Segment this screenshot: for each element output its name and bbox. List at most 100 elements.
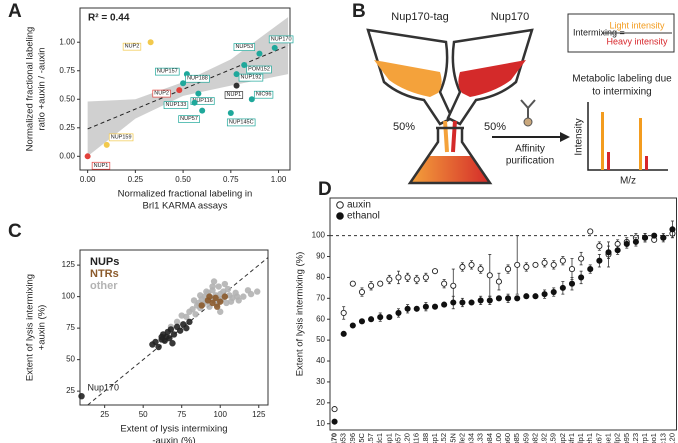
x-tick-label: 75: [177, 410, 186, 419]
liquid: [374, 60, 442, 97]
panel-label: A: [8, 1, 22, 22]
y-axis-label: Extent of lysis intermixing: [25, 274, 36, 381]
dot: [568, 266, 576, 273]
x-tick-label: Xpo1: [649, 433, 658, 443]
point: [217, 308, 224, 315]
point-label: NUP53: [235, 44, 253, 50]
y-tick-label: 0.25: [59, 123, 75, 132]
legend-entry: auxin: [347, 200, 371, 211]
label-box: [91, 161, 111, 170]
x-tick-label: Nsp1: [430, 433, 439, 443]
label-box: [268, 35, 294, 44]
dot: [358, 289, 366, 296]
label-box: [155, 67, 180, 76]
dot: [331, 418, 338, 425]
share-label: 50%: [393, 121, 415, 133]
dot: [505, 295, 512, 302]
y-axis-label: Normalized fractional labeling: [25, 27, 36, 152]
legend-entry: ethanol: [347, 211, 380, 222]
dot: [395, 309, 402, 317]
x-tick-label: 0.75: [223, 175, 239, 184]
point: [215, 283, 222, 290]
x-tick-label: 0.00: [80, 175, 96, 184]
flask-label: Nup170-tag: [391, 11, 449, 23]
dot: [505, 266, 512, 273]
label-box: [253, 90, 274, 99]
point: [224, 285, 232, 293]
dot: [641, 234, 649, 241]
y-tick-label: 50: [66, 355, 75, 364]
x-tick-label: 100: [214, 410, 228, 419]
x-tick-label: Nup57: [393, 433, 402, 443]
panel-b: B Nup170-tag Nup170 50% 50% Affinity pur…: [352, 1, 675, 187]
y-axis-label: ratio +auxin / -auxin: [37, 47, 48, 130]
x-axis-label: -auxin (%): [152, 436, 195, 443]
point-label: NUP157: [157, 69, 178, 75]
x-tick-label: 0.50: [175, 175, 191, 184]
dot: [532, 293, 539, 300]
dot: [377, 280, 384, 287]
arrow-head: [560, 132, 570, 142]
x-tick-label: Nup59: [521, 433, 530, 443]
dot: [541, 291, 548, 298]
x-tick-label: Kap120: [667, 433, 676, 443]
point: [233, 82, 240, 89]
y-tick-label: 0.75: [59, 66, 75, 75]
point: [241, 62, 248, 69]
point: [256, 50, 263, 57]
x-tick-label: Kap123: [631, 433, 640, 443]
y-tick-label: 25: [66, 386, 75, 395]
point: [180, 80, 187, 87]
x-axis-label: Normalized fractional labeling in: [118, 189, 253, 200]
point: [186, 318, 193, 326]
x-tick-label: Nup100: [494, 433, 503, 443]
dot: [578, 274, 585, 281]
point: [247, 290, 255, 298]
point-label: NIC96: [256, 92, 272, 98]
point: [176, 87, 183, 94]
dot: [422, 303, 429, 310]
peak: [607, 152, 610, 170]
x-tick-label: Pom34: [467, 433, 476, 443]
confidence-band: [87, 17, 289, 157]
dot: [614, 247, 621, 254]
dot: [669, 226, 676, 233]
x-tick-label: Nup120: [403, 433, 412, 443]
dot: [422, 274, 429, 281]
dot: [587, 228, 594, 235]
x-tick-label: Nup60: [503, 433, 512, 443]
panel-label: C: [8, 221, 22, 242]
point: [240, 293, 247, 300]
point: [227, 298, 235, 305]
point: [233, 293, 241, 300]
plot-frame: [79, 249, 269, 406]
dot: [596, 257, 603, 264]
dot: [431, 303, 439, 310]
point: [189, 306, 196, 313]
x-tick-label: Nup84: [485, 433, 494, 443]
x-tick-label: Nup188: [421, 433, 430, 443]
antibody-icon: [520, 99, 536, 127]
legend-marker: [336, 212, 344, 220]
point-label: NUP145C: [229, 119, 254, 125]
point: [271, 44, 278, 51]
x-tick-label: Ndc1: [375, 433, 384, 443]
dot: [523, 293, 530, 300]
point-label: NUP57: [180, 116, 198, 122]
dot: [596, 243, 603, 250]
label-box: [246, 65, 272, 74]
share-label: 50%: [484, 121, 506, 133]
label-box: [122, 42, 142, 51]
dot: [587, 266, 594, 273]
dot: [632, 238, 639, 245]
formula-numerator: Light intensity: [609, 20, 665, 30]
legend-entry: NTRs: [90, 268, 119, 280]
dot: [550, 289, 557, 296]
x-tick-label: Nup85: [512, 433, 521, 443]
dot: [368, 282, 375, 289]
point: [248, 96, 255, 103]
x-tick-label: Seh1: [585, 433, 594, 443]
dot: [441, 301, 448, 308]
x-tick-label: 1.00: [271, 175, 287, 184]
y-tick-label: 75: [66, 323, 75, 332]
